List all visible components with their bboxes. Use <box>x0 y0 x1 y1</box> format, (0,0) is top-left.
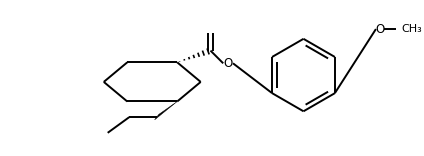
Polygon shape <box>155 102 177 120</box>
Text: CH₃: CH₃ <box>402 24 422 34</box>
Text: O: O <box>223 57 233 70</box>
Text: O: O <box>375 23 385 36</box>
